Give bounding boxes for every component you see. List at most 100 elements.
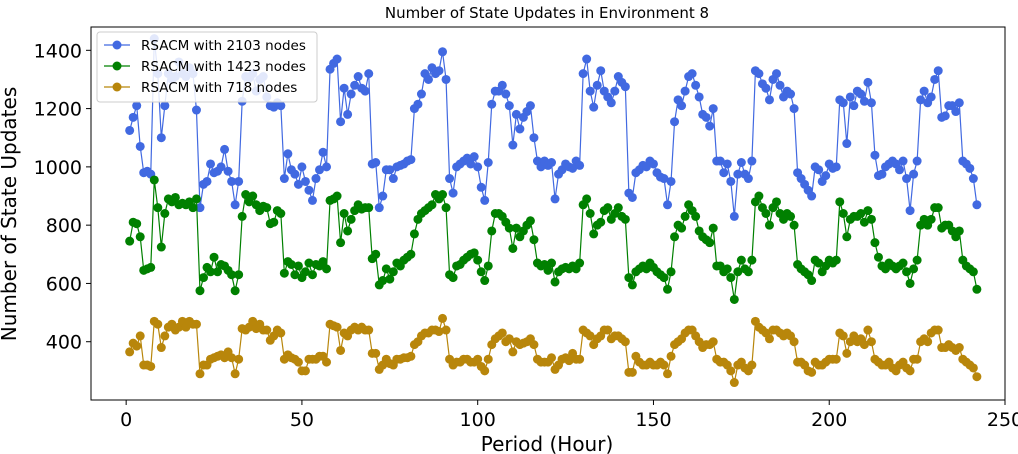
chart-title: Number of State Updates in Environment 8 bbox=[385, 4, 709, 22]
data-point bbox=[838, 331, 848, 341]
data-point bbox=[568, 163, 578, 173]
data-point bbox=[525, 216, 535, 226]
data-point bbox=[722, 159, 732, 169]
data-point bbox=[371, 158, 381, 167]
legend-marker bbox=[112, 61, 122, 71]
x-tick-label: 50 bbox=[290, 409, 314, 431]
data-point bbox=[438, 190, 448, 200]
legend-marker bbox=[112, 82, 122, 92]
data-point bbox=[856, 209, 866, 218]
data-point bbox=[364, 203, 374, 213]
data-point bbox=[311, 174, 321, 184]
data-point bbox=[230, 369, 240, 379]
data-point bbox=[951, 107, 961, 117]
data-point bbox=[715, 156, 725, 166]
data-point bbox=[135, 141, 145, 151]
data-point bbox=[304, 258, 314, 268]
data-point bbox=[473, 354, 483, 364]
data-point bbox=[912, 255, 922, 265]
data-point bbox=[332, 322, 342, 332]
data-point bbox=[128, 112, 138, 122]
data-point bbox=[374, 203, 384, 213]
data-point bbox=[504, 334, 514, 344]
data-point bbox=[845, 92, 855, 102]
data-point bbox=[603, 203, 613, 213]
data-point bbox=[160, 209, 170, 218]
data-point bbox=[550, 194, 560, 204]
data-point bbox=[624, 273, 634, 283]
data-point bbox=[487, 226, 497, 236]
data-point bbox=[666, 351, 676, 361]
data-point bbox=[346, 89, 356, 99]
data-point bbox=[912, 354, 922, 364]
data-point bbox=[708, 223, 718, 233]
data-point bbox=[585, 331, 595, 341]
data-point bbox=[564, 356, 574, 366]
y-tick-label: 1000 bbox=[34, 157, 82, 179]
data-point bbox=[276, 328, 286, 338]
data-point bbox=[842, 232, 852, 242]
data-point bbox=[438, 47, 448, 57]
data-point bbox=[831, 162, 841, 172]
data-point bbox=[483, 158, 493, 167]
data-point bbox=[575, 354, 585, 364]
data-point bbox=[227, 270, 237, 280]
data-point bbox=[304, 185, 314, 195]
data-point bbox=[895, 165, 905, 175]
data-point bbox=[789, 220, 799, 230]
data-point bbox=[427, 200, 437, 210]
data-point bbox=[547, 353, 557, 363]
data-point bbox=[209, 252, 219, 262]
data-point bbox=[293, 179, 303, 189]
data-point bbox=[153, 203, 163, 213]
data-point bbox=[754, 191, 764, 201]
data-point bbox=[859, 96, 869, 106]
data-point bbox=[677, 223, 687, 233]
data-point bbox=[856, 89, 866, 99]
data-point bbox=[659, 360, 669, 370]
data-point bbox=[789, 337, 799, 347]
data-point bbox=[529, 340, 539, 350]
data-point bbox=[866, 337, 876, 347]
data-point bbox=[248, 316, 258, 326]
data-point bbox=[905, 206, 915, 216]
data-point bbox=[954, 343, 964, 353]
y-tick-label: 400 bbox=[46, 332, 82, 354]
data-point bbox=[497, 80, 507, 90]
data-point bbox=[364, 69, 374, 79]
data-point bbox=[146, 361, 156, 371]
data-point bbox=[223, 166, 233, 176]
data-point bbox=[940, 111, 950, 121]
y-tick-label: 1200 bbox=[34, 99, 82, 121]
data-point bbox=[473, 162, 483, 172]
data-point bbox=[926, 92, 936, 102]
data-point bbox=[234, 270, 244, 280]
data-point bbox=[146, 262, 156, 272]
data-point bbox=[866, 98, 876, 108]
data-point bbox=[227, 176, 237, 186]
data-point bbox=[476, 182, 486, 192]
x-tick-label: 100 bbox=[460, 409, 496, 431]
data-point bbox=[441, 74, 451, 84]
data-point bbox=[230, 286, 240, 296]
data-point bbox=[483, 354, 493, 364]
data-point bbox=[575, 258, 585, 268]
data-point bbox=[206, 267, 216, 277]
data-point bbox=[360, 86, 370, 96]
legend-label: RSACM with 718 nodes bbox=[141, 80, 297, 96]
data-point bbox=[733, 267, 743, 277]
data-point bbox=[343, 226, 353, 236]
data-point bbox=[378, 276, 388, 286]
series-layer bbox=[125, 34, 982, 388]
data-point bbox=[371, 249, 381, 259]
data-point bbox=[954, 98, 964, 108]
data-point bbox=[480, 195, 490, 205]
data-point bbox=[202, 176, 212, 186]
data-point bbox=[747, 255, 757, 265]
data-point bbox=[353, 72, 363, 82]
data-point bbox=[659, 174, 669, 184]
data-point bbox=[898, 258, 908, 268]
data-point bbox=[416, 89, 426, 99]
data-point bbox=[789, 104, 799, 114]
data-point bbox=[322, 357, 332, 367]
